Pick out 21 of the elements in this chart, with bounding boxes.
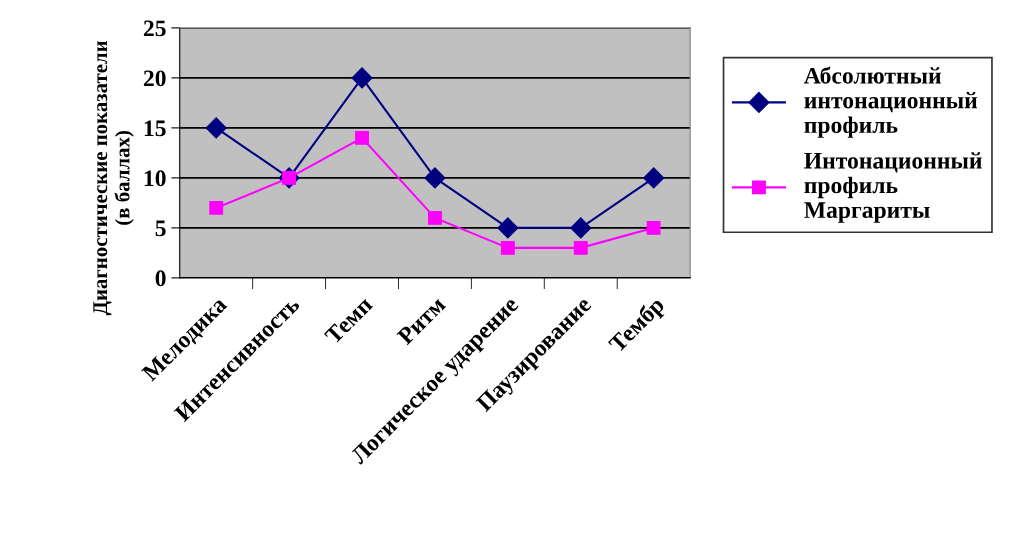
point <box>500 240 515 255</box>
legend-label: Интонационный профиль Маргариты <box>804 152 982 223</box>
y-tick-label: 5 <box>155 220 166 237</box>
y-tick-label: 10 <box>144 170 166 187</box>
point <box>424 167 446 189</box>
y-tick-label: 15 <box>144 120 166 137</box>
point <box>427 210 442 225</box>
legend-label: Абсолютный интонационный профиль <box>804 66 978 138</box>
point <box>205 117 227 139</box>
y-tick-label: 0 <box>155 270 166 287</box>
point <box>497 217 519 239</box>
y-axis-title: Диагностические показатели (в баллах) <box>93 40 134 316</box>
point <box>209 200 224 215</box>
point <box>646 220 661 235</box>
point <box>643 167 665 189</box>
point <box>573 240 588 255</box>
y-tick-label: 20 <box>143 70 166 87</box>
point <box>570 217 592 239</box>
point <box>351 67 373 89</box>
y-tick-label: 25 <box>143 20 166 37</box>
point <box>355 130 369 145</box>
